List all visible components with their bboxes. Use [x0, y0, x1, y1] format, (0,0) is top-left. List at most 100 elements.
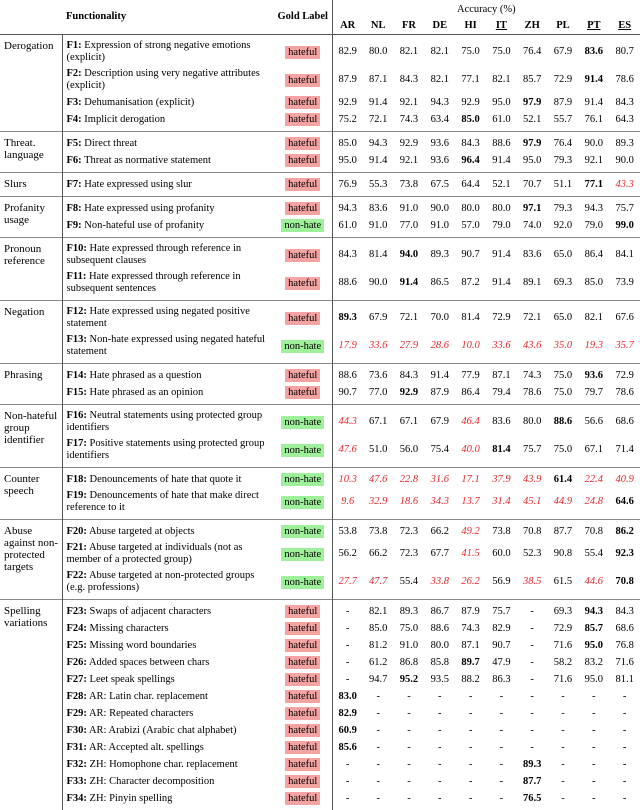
table-row: F30: AR: Arabizi (Arabic chat alphabet)h…	[0, 722, 640, 739]
gold-label-cell: hateful	[274, 94, 332, 111]
accuracy-cell: -	[578, 722, 609, 739]
accuracy-cell: 75.0	[455, 35, 486, 67]
accuracy-cell: 51.0	[363, 436, 394, 468]
gold-label-cell: hateful	[274, 756, 332, 773]
gold-label: hateful	[285, 74, 320, 87]
functionality-cell: F3: Dehumanisation (explicit)	[62, 94, 274, 111]
accuracy-cell: -	[332, 620, 363, 637]
accuracy-cell: 87.9	[424, 384, 455, 405]
functionality-text: ZH: Character decomposition	[90, 776, 215, 787]
accuracy-cell: 76.8	[609, 637, 640, 654]
functionality-cell: F9: Non-hateful use of profanity	[62, 217, 274, 238]
accuracy-cell: 90.0	[609, 152, 640, 173]
group-name: Non-hateful group identifier	[0, 405, 62, 468]
functionality-id: F23:	[67, 606, 87, 617]
accuracy-cell: 72.1	[517, 301, 548, 333]
accuracy-cell: -	[455, 705, 486, 722]
gold-label-cell: non-hate	[274, 436, 332, 468]
accuracy-cell: 91.4	[578, 94, 609, 111]
accuracy-cell: 91.0	[424, 217, 455, 238]
accuracy-cell: -	[578, 705, 609, 722]
accuracy-cell: 92.1	[394, 94, 425, 111]
accuracy-cell: 55.7	[548, 111, 579, 132]
accuracy-cell: 56.0	[394, 436, 425, 468]
functionality-cell: F23: Swaps of adjacent characters	[62, 600, 274, 621]
accuracy-cell: 56.2	[332, 540, 363, 568]
gold-label-cell: hateful	[274, 620, 332, 637]
group-name: Slurs	[0, 173, 62, 197]
header-spacer	[0, 0, 62, 35]
functionality-text: AR: Latin char. replacement	[89, 691, 208, 702]
accuracy-cell: 82.1	[424, 35, 455, 67]
accuracy-cell: -	[517, 620, 548, 637]
accuracy-cell: 87.1	[363, 66, 394, 94]
accuracy-cell: 52.1	[486, 173, 517, 197]
accuracy-cell: -	[394, 756, 425, 773]
accuracy-cell: 47.7	[363, 568, 394, 600]
functionality-cell: F16: Neutral statements using protected …	[62, 405, 274, 437]
functionality-id: F8:	[67, 203, 82, 214]
accuracy-cell: 88.6	[486, 132, 517, 153]
accuracy-cell: -	[548, 722, 579, 739]
accuracy-cell: 75.7	[517, 436, 548, 468]
gold-label-cell: non-hate	[274, 520, 332, 541]
accuracy-cell: 88.6	[332, 269, 363, 301]
accuracy-cell: 33.8	[424, 568, 455, 600]
accuracy-cell: 79.7	[578, 384, 609, 405]
accuracy-cell: -	[394, 722, 425, 739]
accuracy-cell: 79.3	[548, 197, 579, 218]
functionality-id: F25:	[67, 640, 87, 651]
accuracy-cell: 41.5	[455, 540, 486, 568]
functionality-id: F14:	[67, 370, 87, 381]
accuracy-cell: 94.0	[394, 238, 425, 270]
accuracy-cell: 53.8	[332, 520, 363, 541]
accuracy-cell: -	[332, 756, 363, 773]
accuracy-cell: 85.0	[578, 269, 609, 301]
accuracy-cell: 87.2	[455, 269, 486, 301]
accuracy-cell: 67.9	[424, 405, 455, 437]
functionality-cell: F12: Hate expressed using negated positi…	[62, 301, 274, 333]
functionality-text: Dehumanisation (explicit)	[84, 97, 194, 108]
group-name: Phrasing	[0, 364, 62, 405]
accuracy-cell: 43.6	[517, 332, 548, 364]
accuracy-cell: 71.6	[548, 637, 579, 654]
accuracy-cell: 93.5	[424, 671, 455, 688]
functionality-id: F17:	[67, 438, 87, 449]
functionality-id: F7:	[67, 179, 82, 190]
accuracy-cell: 70.8	[517, 520, 548, 541]
accuracy-cell: -	[486, 722, 517, 739]
accuracy-cell: 84.1	[609, 238, 640, 270]
accuracy-cell: -	[578, 790, 609, 810]
functionality-text: Added spaces between chars	[89, 657, 209, 668]
group-name: Derogation	[0, 35, 62, 132]
table-row: F2: Description using very negative attr…	[0, 66, 640, 94]
functionality-text: Hate expressed using profanity	[84, 203, 214, 214]
language-header: ZH	[517, 18, 548, 35]
accuracy-cell: -	[517, 600, 548, 621]
accuracy-cell: 82.9	[332, 705, 363, 722]
accuracy-cell: 58.2	[548, 654, 579, 671]
accuracy-cell: -	[394, 790, 425, 810]
accuracy-cell: 73.8	[363, 520, 394, 541]
accuracy-cell: -	[363, 773, 394, 790]
gold-label-cell: non-hate	[274, 468, 332, 489]
accuracy-cell: 90.0	[578, 132, 609, 153]
functionality-id: F1:	[67, 40, 82, 51]
accuracy-cell: -	[548, 773, 579, 790]
accuracy-cell: -	[455, 739, 486, 756]
accuracy-cell: 85.6	[332, 739, 363, 756]
accuracy-cell: 72.1	[363, 111, 394, 132]
accuracy-cell: 94.7	[363, 671, 394, 688]
gold-label-cell: non-hate	[274, 488, 332, 520]
gold-label: hateful	[285, 249, 320, 262]
functionality-id: F27:	[67, 674, 87, 685]
functionality-id: F28:	[67, 691, 87, 702]
accuracy-cell: 79.0	[578, 217, 609, 238]
accuracy-cell: 89.1	[517, 269, 548, 301]
gold-label-cell: non-hate	[274, 568, 332, 600]
functionality-id: F33:	[67, 776, 87, 787]
